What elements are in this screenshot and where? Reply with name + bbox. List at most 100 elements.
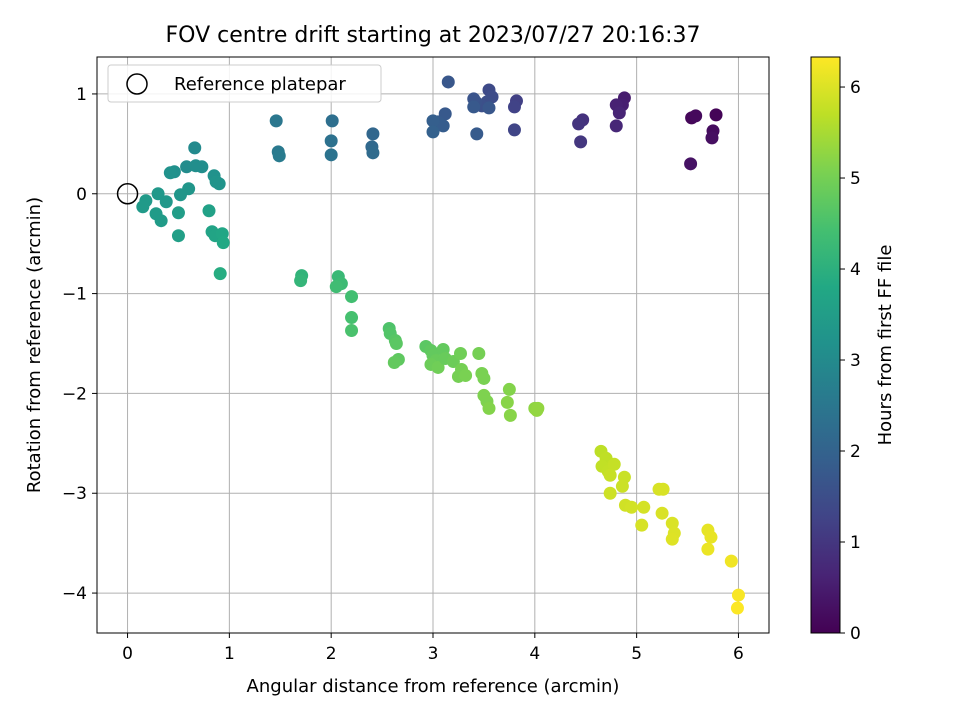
legend: Reference platepar <box>107 64 382 103</box>
data-point <box>459 368 473 382</box>
y-tick-label: −3 <box>62 484 87 504</box>
x-tick-label: 2 <box>326 644 337 664</box>
data-point <box>431 360 445 374</box>
data-point <box>730 601 744 615</box>
data-point <box>500 395 514 409</box>
data-point <box>684 157 698 171</box>
data-point <box>173 188 187 202</box>
x-tick-label: 3 <box>428 644 439 664</box>
data-point <box>441 75 455 89</box>
y-tick-label: 1 <box>76 85 87 105</box>
y-tick-label: −1 <box>62 285 87 305</box>
data-point <box>724 554 738 568</box>
data-point <box>574 135 588 149</box>
data-point <box>171 206 185 220</box>
data-point <box>503 408 517 422</box>
data-point <box>709 108 723 122</box>
data-point <box>272 149 286 163</box>
data-point <box>637 500 651 514</box>
data-point <box>426 125 440 139</box>
data-point <box>705 131 719 145</box>
data-point <box>163 166 177 180</box>
x-tick-label: 6 <box>733 644 744 664</box>
data-point <box>507 100 521 114</box>
colorbar-tick-label: 2 <box>850 442 861 462</box>
data-point <box>612 106 626 120</box>
colorbar-tick-label: 5 <box>850 169 861 189</box>
reference-point <box>116 183 139 205</box>
colorbar-ticks: 0 1 2 3 4 5 6 <box>840 78 861 644</box>
y-tick-label: −2 <box>62 384 87 404</box>
data-point <box>202 204 216 218</box>
data-point <box>345 324 359 338</box>
colorbar-label: Hours from first FF file <box>875 245 896 446</box>
colorbar-tick-label: 0 <box>850 624 861 644</box>
data-point <box>324 134 338 148</box>
data-point <box>665 532 679 546</box>
data-point <box>345 311 359 325</box>
data-point <box>731 588 745 602</box>
data-point <box>470 127 484 141</box>
data-point <box>531 401 545 415</box>
data-point <box>294 274 308 288</box>
data-point <box>655 506 669 520</box>
data-point <box>609 119 623 133</box>
data-point <box>572 117 586 131</box>
y-tick-label: 0 <box>76 185 87 205</box>
x-tick-label: 4 <box>529 644 540 664</box>
data-point <box>325 114 339 128</box>
data-point <box>656 482 670 496</box>
data-point <box>216 236 230 250</box>
x-ticks: 0 1 2 3 4 5 6 <box>122 633 744 664</box>
data-point <box>665 516 679 530</box>
data-point <box>212 177 226 191</box>
colorbar <box>810 56 841 634</box>
data-point <box>366 127 380 141</box>
data-point <box>607 457 621 471</box>
data-point <box>188 141 202 155</box>
legend-entry-reference: Reference platepar <box>174 74 346 95</box>
data-point <box>472 346 486 360</box>
data-point <box>625 500 639 514</box>
data-point <box>171 229 185 243</box>
data-point <box>477 371 491 385</box>
colorbar-tick-label: 3 <box>850 351 861 371</box>
x-tick-label: 1 <box>224 644 235 664</box>
data-point <box>689 109 703 123</box>
data-point <box>154 214 168 228</box>
data-point <box>482 401 496 415</box>
legend-marker <box>126 73 148 95</box>
data-point <box>635 518 649 532</box>
x-axis-label: Angular distance from reference (arcmin) <box>247 676 620 697</box>
data-point <box>482 101 496 115</box>
data-point <box>329 280 343 294</box>
scatter-points <box>136 75 745 615</box>
y-tick-label: −4 <box>62 584 87 604</box>
x-tick-label: 5 <box>631 644 642 664</box>
data-point <box>195 160 209 174</box>
data-point <box>436 119 450 133</box>
data-point <box>269 114 283 128</box>
data-point <box>603 468 617 482</box>
data-point <box>324 148 338 162</box>
data-point <box>507 123 521 137</box>
legend-box <box>107 64 382 103</box>
data-point <box>603 486 617 500</box>
data-point <box>345 290 359 304</box>
data-point <box>701 542 715 556</box>
data-point <box>453 346 467 360</box>
x-tick-label: 0 <box>122 644 133 664</box>
data-point <box>502 382 516 396</box>
reference-marker <box>116 183 139 205</box>
data-point <box>151 187 165 201</box>
data-point <box>136 200 150 214</box>
data-point <box>366 146 380 160</box>
data-point <box>704 530 718 544</box>
data-point <box>426 114 440 128</box>
chart-title: FOV centre drift starting at 2023/07/27 … <box>166 23 701 48</box>
data-point <box>213 267 227 281</box>
data-point <box>389 337 403 351</box>
data-point <box>159 195 173 209</box>
colorbar-tick-label: 4 <box>850 260 861 280</box>
